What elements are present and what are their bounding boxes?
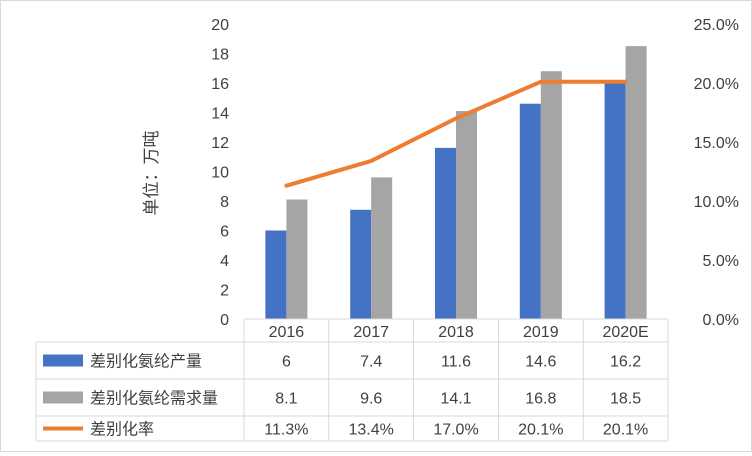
left-axis-tick-label: 4 (220, 253, 229, 270)
left-axis-tick-label: 6 (220, 224, 229, 241)
table-cell-value: 16.2 (610, 354, 641, 371)
table-cell-value: 14.6 (525, 354, 556, 371)
category-label: 2018 (438, 324, 474, 341)
left-axis-tick-label: 16 (211, 76, 229, 93)
right-axis-tick-label: 0.0% (703, 312, 739, 329)
table-cell-value: 20.1% (603, 422, 648, 439)
bar-production (435, 147, 456, 319)
bar-demand (540, 71, 562, 319)
right-axis-tick-label: 15.0% (694, 135, 739, 152)
y-axis-title: 单位：万吨 (142, 131, 161, 216)
table-cell-value: 11.6 (441, 354, 471, 371)
left-axis-tick-label: 8 (220, 194, 229, 211)
bar-production (519, 103, 541, 319)
right-axis-tick-label: 10.0% (694, 194, 739, 211)
bar-demand (456, 111, 477, 319)
left-axis-tick-label: 12 (211, 135, 229, 152)
right-axis-tick-label: 5.0% (703, 253, 739, 270)
category-label: 2019 (523, 324, 559, 341)
table-cell-value: 7.4 (360, 354, 382, 371)
left-axis-tick-label: 10 (211, 165, 229, 182)
category-label: 2020E (602, 324, 648, 341)
table-cell-value: 14.1 (440, 391, 471, 408)
table-cell-value: 11.3% (264, 422, 308, 439)
left-axis-tick-label: 2 (220, 283, 229, 300)
legend-label: 差别化氨纶需求量 (90, 390, 218, 408)
bar-production (265, 230, 287, 319)
legend-key (43, 354, 83, 367)
table-cell-value: 20.1% (518, 422, 563, 439)
table-cell-value: 16.8 (525, 391, 556, 408)
left-axis-tick-label: 14 (211, 106, 229, 123)
category-label: 2017 (353, 324, 389, 341)
table-cell-value: 9.6 (360, 391, 382, 408)
left-axis-tick-label: 20 (211, 17, 229, 34)
category-label: 2016 (269, 324, 305, 341)
table-cell-value: 8.1 (275, 391, 297, 408)
bar-demand (625, 46, 647, 319)
legend-label: 差别化率 (90, 421, 154, 439)
bar-demand (286, 199, 308, 319)
table-cell-value: 6 (282, 354, 291, 371)
bar-production (350, 209, 372, 319)
table-cell-value: 18.5 (610, 391, 641, 408)
bar-demand (371, 177, 393, 319)
bar-production (604, 80, 626, 319)
legend-label: 差别化氨纶产量 (90, 353, 202, 371)
table-cell-value: 17.0% (433, 422, 478, 439)
right-axis-tick-label: 20.0% (694, 76, 739, 93)
legend-key (43, 391, 83, 404)
left-axis-tick-label: 0 (220, 312, 229, 329)
table-cell-value: 13.4% (349, 422, 394, 439)
line-differentiation-rate (284, 79, 628, 188)
left-axis-tick-label: 18 (211, 47, 229, 64)
right-axis-tick-label: 25.0% (694, 17, 739, 34)
